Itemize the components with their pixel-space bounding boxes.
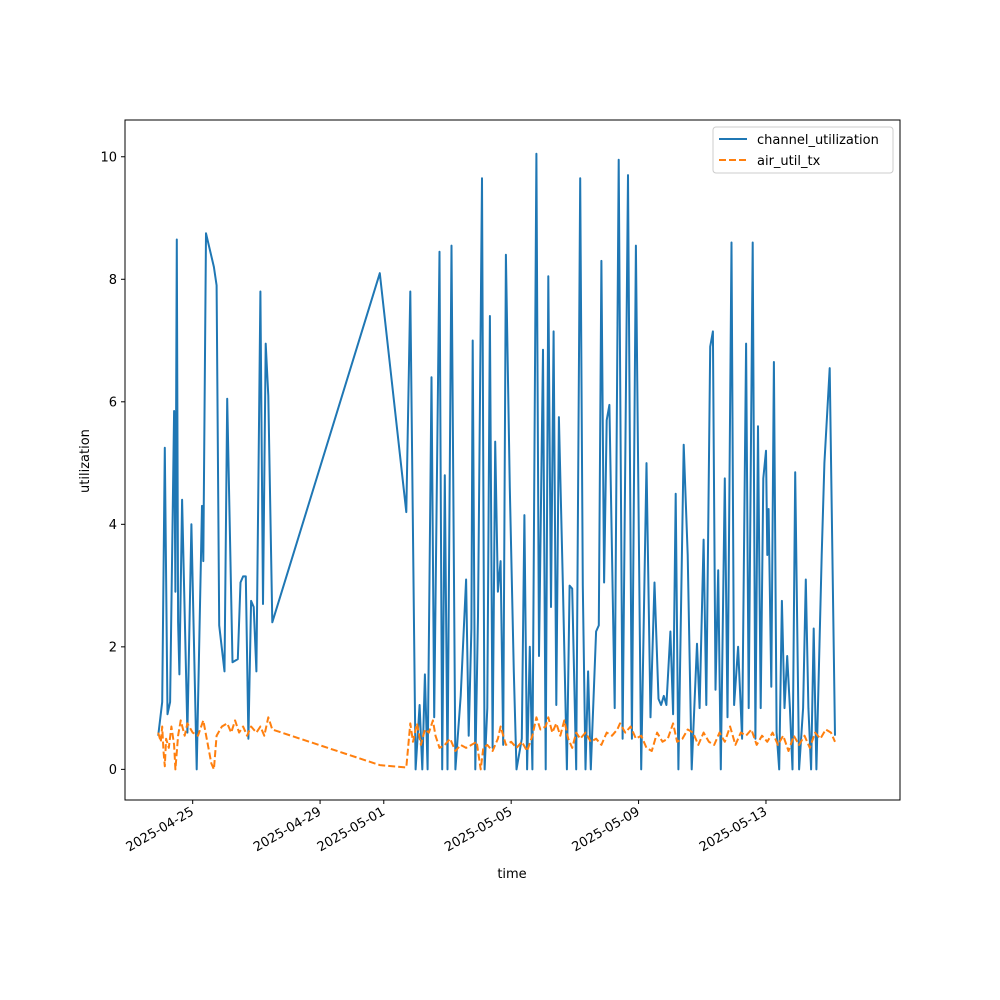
axes-frame xyxy=(124,119,901,801)
y-tick-label: 10 xyxy=(100,150,117,165)
x-axis-label: time xyxy=(497,867,526,882)
legend-label-air-util-tx: air_util_tx xyxy=(757,154,821,169)
y-tick-label: 2 xyxy=(109,640,117,655)
y-tick-label: 8 xyxy=(109,273,117,288)
legend-box xyxy=(712,126,894,174)
y-tick-label: 6 xyxy=(109,395,117,410)
y-tick-label: 0 xyxy=(109,763,117,778)
series-layer xyxy=(157,152,836,771)
y-tick-label: 4 xyxy=(109,518,117,533)
series-line-channel-utilization xyxy=(157,152,836,771)
legend-label-channel-utilization: channel_utilization xyxy=(757,133,879,148)
series-line-air-util-tx xyxy=(157,716,836,771)
legend: channel_utilization air_util_tx xyxy=(712,126,894,174)
y-axis: 0 2 4 6 8 10 xyxy=(100,150,125,778)
y-axis-label: utilization xyxy=(78,429,93,493)
plot-area xyxy=(124,119,901,801)
